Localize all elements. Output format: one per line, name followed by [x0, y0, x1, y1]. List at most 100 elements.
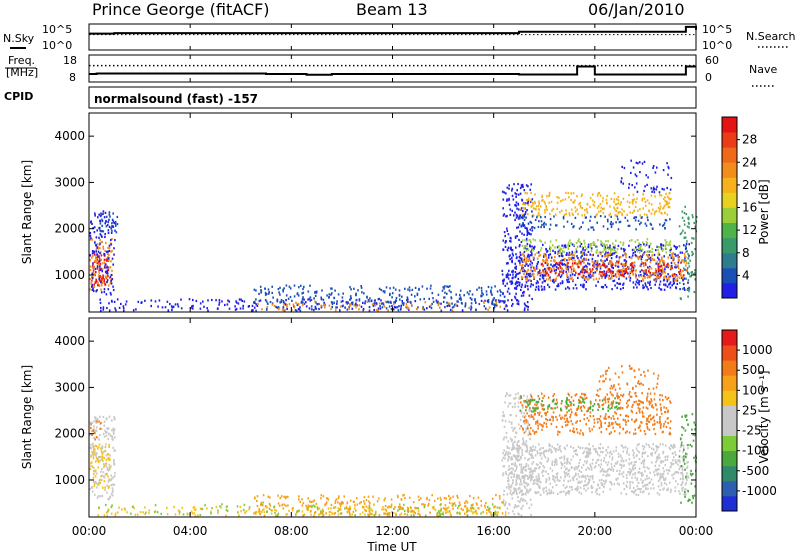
rti-cell: [686, 225, 689, 228]
rti-cell: [125, 300, 128, 303]
rti-cell: [604, 276, 606, 279]
rti-cell: [649, 222, 652, 225]
rti-cell: [508, 292, 511, 295]
rti-cell: [505, 471, 507, 474]
rti-cell: [589, 273, 592, 276]
rti-cell: [180, 307, 183, 310]
rti-cell: [608, 262, 611, 265]
rti-cell: [217, 307, 219, 310]
rti-cell: [693, 272, 696, 275]
rti-cell: [609, 452, 611, 455]
rti-cell: [108, 218, 110, 221]
rti-cell: [513, 447, 515, 450]
rti-cell: [323, 301, 325, 304]
rti-cell: [555, 447, 557, 451]
rti-cell: [606, 258, 608, 261]
rti-cell: [604, 274, 606, 277]
rti-cell: [602, 250, 604, 253]
rti-cell: [103, 258, 106, 261]
rti-cell: [687, 461, 689, 464]
rti-cell: [609, 480, 611, 484]
rti-cell: [264, 293, 267, 296]
rti-cell: [620, 247, 623, 250]
rti-cell: [676, 275, 679, 278]
rti-cell: [522, 492, 525, 496]
rti-cell: [645, 443, 648, 446]
rti-cell: [526, 270, 528, 273]
rti-cell: [440, 498, 442, 501]
rti-cell: [648, 467, 650, 470]
rti-cell: [531, 470, 533, 473]
rti-cell: [505, 436, 508, 439]
rti-cell: [505, 450, 507, 453]
rti-cell: [588, 443, 590, 446]
rti-cell: [404, 287, 406, 290]
rti-cell: [598, 251, 601, 254]
rti-cell: [536, 257, 539, 260]
rti-cell: [604, 273, 606, 276]
rti-cell: [548, 445, 551, 448]
rti-cell: [515, 213, 518, 216]
rti-cell: [527, 198, 529, 201]
rti-cell: [545, 206, 548, 209]
rti-cell: [528, 414, 530, 418]
rti-cell: [238, 298, 241, 301]
rti-cell: [574, 452, 577, 455]
rti-cell: [625, 420, 627, 424]
rti-cell: [400, 307, 402, 310]
rti-cell: [511, 457, 513, 461]
rti-cell: [423, 505, 426, 508]
rti-cell: [662, 443, 664, 446]
rti-cell: [673, 473, 675, 476]
rti-cell: [643, 458, 646, 461]
rti-cell: [556, 475, 558, 478]
rti-cell: [680, 472, 682, 475]
rti-cell: [526, 488, 528, 491]
colorbar-tick-label: 4: [742, 268, 750, 282]
rti-cell: [645, 259, 647, 262]
noise-tick-left-top: 10^5: [42, 23, 72, 36]
rti-cell: [97, 495, 100, 498]
rti-cell: [523, 302, 526, 305]
rti-cell: [135, 308, 137, 311]
rti-cell: [677, 258, 680, 261]
rti-cell: [315, 291, 318, 294]
rti-cell: [97, 274, 100, 277]
rti-cell: [161, 306, 164, 309]
rti-cell: [575, 262, 578, 265]
rti-cell: [292, 303, 295, 306]
rti-cell: [621, 165, 623, 168]
rti-cell: [104, 449, 107, 452]
rti-cell: [316, 505, 319, 509]
rti-cell: [566, 274, 568, 278]
rti-cell: [640, 400, 642, 403]
rti-cell: [685, 493, 687, 496]
rti-cell: [419, 298, 422, 301]
rti-cell: [634, 467, 637, 470]
rti-cell: [563, 258, 566, 261]
rti-cell: [649, 276, 651, 279]
rti-cell: [639, 171, 641, 174]
rti-cell: [641, 455, 644, 458]
rti-cell: [94, 257, 97, 260]
rti-cell: [350, 297, 352, 300]
rti-cell: [503, 231, 506, 234]
rti-cell: [523, 247, 525, 250]
rti-cell: [334, 501, 337, 505]
rti-cell: [388, 301, 390, 304]
rti-cell: [595, 214, 597, 217]
rti-cell: [97, 418, 99, 421]
rti-cell: [640, 273, 642, 277]
rti-cell: [649, 481, 651, 484]
rti-cell: [523, 412, 525, 415]
rti-cell: [636, 449, 639, 452]
rti-cell: [282, 306, 284, 309]
rti-cell: [177, 305, 180, 308]
rti-cell: [268, 502, 271, 505]
rti-cell: [570, 222, 573, 225]
rti-cell: [538, 452, 541, 455]
rti-cell: [587, 246, 590, 249]
rti-cell: [436, 511, 439, 514]
rti-cell: [530, 260, 532, 263]
rti-cell: [565, 209, 567, 212]
